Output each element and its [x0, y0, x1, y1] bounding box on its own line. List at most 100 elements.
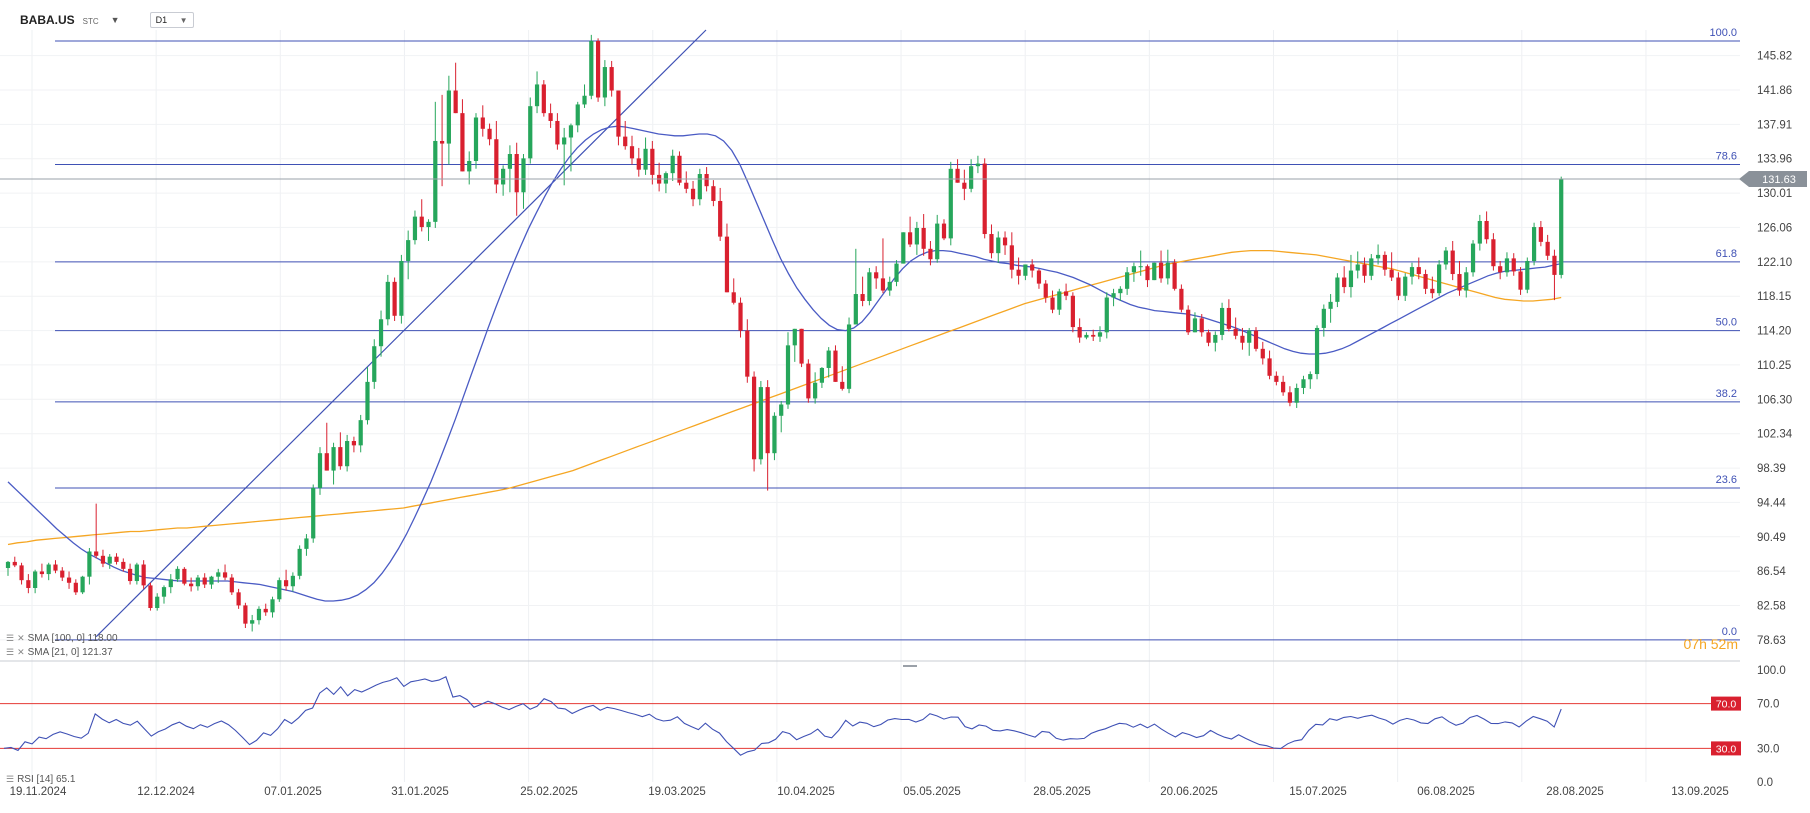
candle-body [969, 166, 974, 189]
candle-body [345, 441, 350, 467]
candle-body [66, 577, 72, 583]
candle-body [426, 221, 431, 228]
candle-body [351, 441, 357, 446]
pane-divider[interactable] [0, 660, 1740, 667]
candle-body [1131, 266, 1137, 273]
candle-body [819, 367, 825, 383]
price-tick-label: 133.96 [1757, 154, 1792, 166]
date-tick-label: 31.01.2025 [391, 786, 449, 798]
symbol-dropdown-icon[interactable]: ▼ [110, 15, 120, 25]
candle-body [860, 294, 865, 301]
fib-label: 38.2 [1716, 388, 1737, 400]
symbol-name[interactable]: BABA.US [20, 13, 75, 27]
candle-body [1389, 269, 1394, 278]
candle-body [141, 564, 146, 586]
candle-body [894, 263, 899, 282]
timeframe-value: D1 [155, 15, 168, 25]
candle-body [480, 117, 485, 129]
candle-body [189, 583, 194, 587]
candle-body [514, 154, 519, 193]
candle-body [1125, 272, 1130, 289]
candle-body [1559, 179, 1564, 275]
candle-body [1070, 295, 1075, 328]
rsi-level-tag [1711, 696, 1741, 711]
candle-body [1301, 379, 1306, 388]
close-icon[interactable]: ✕ [17, 647, 25, 657]
candle-body [663, 173, 669, 184]
close-icon[interactable]: ✕ [17, 633, 25, 643]
candle-body [121, 561, 126, 569]
candle-body [1084, 334, 1089, 338]
candle-body [1219, 307, 1225, 335]
rsi-pane: 70.0 30.0 100.0 70.0 30.0 0.0 [0, 665, 1786, 789]
candle-body [1538, 227, 1543, 242]
price-tick-label: 126.06 [1757, 222, 1792, 234]
candle-body [1253, 330, 1259, 349]
chart-toolbar: BABA.US STC ▼ D1 ▼ [20, 10, 194, 30]
candle-body [73, 582, 78, 593]
candle-body [1464, 272, 1469, 291]
list-icon[interactable]: ☰ [6, 647, 15, 657]
date-tick-label: 05.05.2025 [903, 786, 961, 798]
candle-body [175, 568, 180, 580]
candle-body [1091, 334, 1096, 337]
price-tick-label: 82.58 [1757, 601, 1786, 613]
candle-body [1274, 375, 1279, 382]
candle-body [19, 565, 24, 581]
candle-body [833, 350, 838, 382]
time-axis[interactable]: 19.11.2024 12.12.2024 07.01.2025 31.01.2025… [10, 786, 1729, 798]
candle-body [704, 174, 709, 187]
candle-body [623, 136, 628, 147]
candle-body [595, 40, 601, 98]
price-axis[interactable]: 145.82 141.86 137.91 133.96 130.01 126.06 122.… [1757, 51, 1793, 647]
list-icon[interactable]: ☰ [6, 774, 15, 784]
candle-body [1097, 332, 1103, 337]
trendline[interactable] [95, 29, 707, 638]
candle-body [853, 294, 858, 325]
candle-body [100, 555, 106, 564]
trendline-segment[interactable] [95, 29, 707, 638]
candle-body [283, 580, 289, 587]
candle-body [1382, 254, 1387, 270]
price-tick-label: 86.54 [1757, 566, 1786, 578]
candle-body [799, 328, 804, 364]
candle-body [1192, 318, 1198, 333]
candle-body [1199, 318, 1204, 333]
candle-countdown: 07h 52m [1683, 636, 1738, 652]
candle-body [1484, 220, 1489, 240]
sma21-legend[interactable]: ☰ ✕ SMA [21, 0] 121.37 [6, 647, 113, 658]
candle-body [1504, 258, 1510, 273]
fib-label: 0.0 [1722, 626, 1737, 638]
candle-body [609, 67, 614, 91]
date-tick-label: 28.08.2025 [1546, 786, 1604, 798]
rsi-legend[interactable]: ☰ RSI [14] 65.1 [6, 774, 75, 785]
sma100-legend[interactable]: ☰ ✕ SMA [100, 0] 118.00 [6, 633, 118, 644]
date-tick-label: 07.01.2025 [264, 786, 322, 798]
candle-body [1531, 227, 1537, 261]
candle-body [731, 292, 736, 303]
candle-body [1437, 264, 1442, 294]
sma21-line [7, 125, 1562, 602]
candle-body [1226, 307, 1231, 329]
candle-body [1118, 288, 1123, 294]
rsi-tick-label: 30.0 [1757, 743, 1779, 755]
candle-body [602, 67, 607, 98]
candle-body [5, 561, 11, 568]
candle-body [297, 548, 302, 576]
candle-body [155, 596, 160, 608]
candle-body [751, 376, 757, 460]
candle-body [1260, 348, 1265, 359]
candle-body [507, 154, 513, 169]
candle-body [399, 260, 404, 316]
list-icon[interactable]: ☰ [6, 633, 15, 643]
candle-body [1396, 277, 1401, 296]
candle-body [928, 248, 933, 260]
candle-body [1423, 274, 1428, 289]
timeframe-select[interactable]: D1 ▼ [149, 12, 194, 28]
candle-body [1240, 335, 1245, 343]
candle-body [996, 237, 1001, 254]
candle-body [1077, 327, 1082, 338]
sma100-line [7, 249, 1562, 546]
candle-body [948, 168, 953, 239]
